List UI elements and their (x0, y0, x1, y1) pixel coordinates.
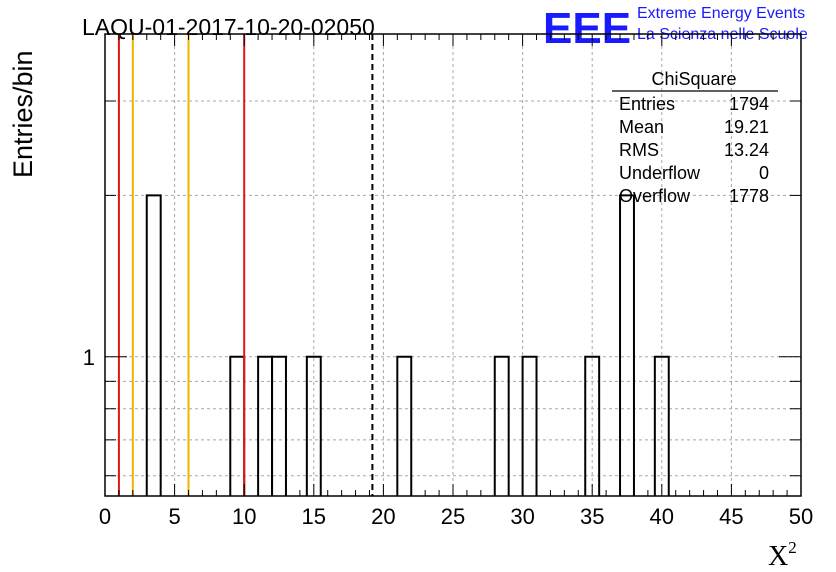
stats-row-label: RMS (619, 140, 659, 160)
stats-row-value: 0 (759, 163, 769, 183)
stats-row-value: 19.21 (724, 117, 769, 137)
x-axis-label-sup: 2 (788, 538, 797, 557)
histogram-bar (521, 355, 538, 496)
x-tick-label: 50 (789, 504, 813, 529)
histogram-bar (257, 355, 274, 496)
stats-row-label: Overflow (619, 186, 691, 206)
histogram-bar (493, 355, 510, 496)
histogram-bar (305, 355, 322, 496)
x-tick-label: 5 (168, 504, 180, 529)
x-tick-labels: 0 5 10 15 20 25 30 35 40 45 50 (99, 504, 813, 529)
x-tick-label: 35 (580, 504, 604, 529)
stats-row-label: Entries (619, 94, 675, 114)
histogram-bar (271, 355, 287, 496)
histogram-bar (396, 355, 413, 496)
logo: EEE Extreme Energy Events La Scienza nel… (543, 4, 808, 53)
stats-row-value: 1794 (729, 94, 769, 114)
x-axis-label-base: X (768, 541, 788, 572)
grid (105, 34, 801, 496)
histogram-bar (145, 194, 162, 496)
x-tick-label: 15 (302, 504, 326, 529)
y-axis-label: Entries/bin (8, 50, 38, 178)
x-tick-label: 30 (510, 504, 534, 529)
y-tick-labels: 1 (83, 345, 95, 370)
stats-box: ChiSquare Entries 1794 Mean 19.21 RMS 13.24 Und… (612, 69, 778, 206)
stats-row-value: 13.24 (724, 140, 769, 160)
x-tick-label: 25 (441, 504, 465, 529)
histogram-bar (229, 355, 246, 496)
logo-line1: Extreme Energy Events (637, 5, 805, 22)
stats-title: ChiSquare (651, 69, 736, 89)
logo-mark: EEE (543, 4, 631, 53)
histogram-bar (653, 355, 670, 496)
x-tick-label: 40 (650, 504, 674, 529)
histogram-bar (619, 194, 635, 496)
stats-row-label: Underflow (619, 163, 701, 183)
x-tick-label: 10 (232, 504, 256, 529)
x-tick-label: 0 (99, 504, 111, 529)
reference-lines (117, 34, 374, 496)
histogram-bars (145, 194, 670, 496)
chart-title: LAQU-01-2017-10-20-02050 (82, 14, 375, 40)
stats-row-value: 1778 (729, 186, 769, 206)
x-tick-label: 45 (719, 504, 743, 529)
stats-row-label: Mean (619, 117, 664, 137)
axis-ticks (104, 34, 802, 496)
histogram-bar (584, 355, 601, 496)
x-axis-label: X2 (768, 538, 797, 572)
x-tick-label: 20 (371, 504, 395, 529)
y-tick-label: 1 (83, 345, 95, 370)
